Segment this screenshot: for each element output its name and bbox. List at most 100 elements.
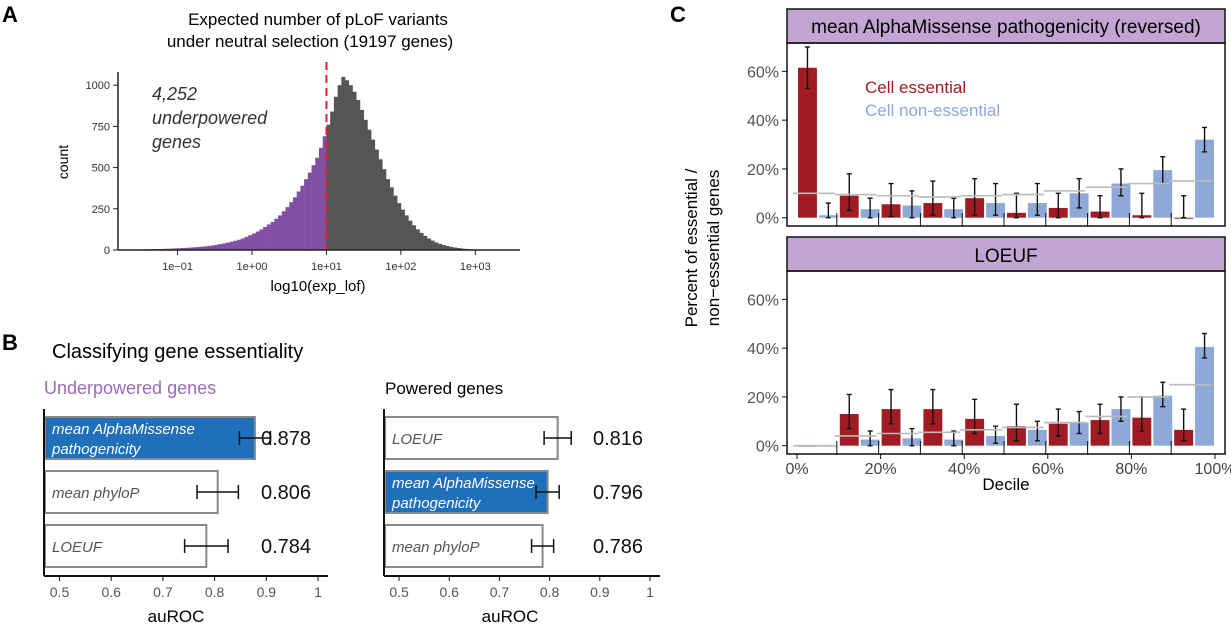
auroc-bar	[384, 524, 544, 568]
histogram-y-tick-label: 1000	[86, 80, 110, 92]
histogram-bar	[237, 239, 242, 250]
histogram-bar	[177, 248, 182, 250]
decile-y-tick-label: 40%	[747, 341, 779, 358]
facet-frame-loeuf	[786, 270, 1226, 455]
essential-bar	[881, 409, 901, 446]
histogram-y-tick-label: 750	[92, 121, 110, 133]
decile-y-tick-label: 60%	[747, 64, 779, 81]
histogram-bar	[430, 240, 435, 250]
underpowered-x-label: auROC	[148, 607, 205, 626]
histogram-bar	[404, 215, 409, 250]
histogram-bars	[118, 76, 491, 251]
histogram-bar	[207, 245, 212, 250]
auroc-x-tick-label: 0.6	[101, 584, 121, 600]
histogram-bar	[192, 247, 197, 250]
histogram-y-ticks: 0 250 500 750 1000	[86, 80, 118, 257]
decile-y-label-line2: non−essential genes	[704, 170, 723, 326]
histogram-x-tick-label: 1e+02	[385, 261, 416, 273]
non-essential-bar	[1153, 395, 1173, 446]
histogram-x-tick-label: 1e+03	[460, 261, 491, 273]
alphamissense-decile-chart: 0% 20% 40% 60%	[747, 46, 1214, 228]
histogram-bar	[315, 157, 320, 250]
histogram-bar	[330, 111, 335, 250]
panel-b-title: Classifying gene essentiality	[52, 341, 303, 363]
facet-label-alphamissense: mean AlphaMissense pathogenicity (revers…	[811, 17, 1201, 38]
histogram-bar	[337, 85, 342, 251]
histogram-bar	[173, 248, 178, 250]
annotation-genes: genes	[152, 132, 201, 152]
histogram-x-tick-label: 1e−01	[162, 261, 193, 273]
auroc-value-label: 0.878	[261, 428, 311, 450]
histogram-bar	[263, 226, 268, 250]
histogram-bar	[311, 165, 316, 250]
auroc-x-tick-label: 0.8	[205, 584, 225, 600]
auroc-bar-label: LOEUF	[392, 431, 443, 448]
histogram-x-label: log10(exp_lof)	[270, 278, 365, 295]
essential-bar	[923, 409, 943, 446]
non-essential-bar	[1153, 170, 1173, 218]
underpowered-auroc-chart: mean AlphaMissense pathogenicity 0.878 mean…	[43, 409, 328, 600]
decile-y-label-line1: Percent of essential /	[682, 168, 701, 327]
histogram-bar	[181, 248, 186, 250]
panel-c-letter: C	[670, 2, 686, 27]
legend-cell-non-essential: Cell non-essential	[865, 101, 1000, 120]
panel-b-letter: B	[2, 330, 18, 355]
histogram-bar	[426, 238, 431, 250]
auroc-x-tick-label: 1	[646, 584, 654, 600]
auroc-x-tick-label: 0.7	[490, 584, 510, 600]
histogram-bar	[345, 80, 350, 250]
auroc-value-label: 0.786	[593, 536, 643, 558]
non-essential-bar	[1195, 139, 1214, 218]
histogram-bar	[397, 203, 402, 250]
histogram-bar	[408, 220, 413, 250]
histogram-bar	[188, 247, 193, 250]
panel-a: A Expected number of pLoF variants under…	[2, 2, 520, 295]
histogram-x-tick-label: 1e+00	[237, 261, 268, 273]
histogram-bar	[199, 246, 204, 250]
histogram-bar	[389, 187, 394, 250]
histogram-bar	[434, 242, 439, 250]
histogram-y-tick-label: 250	[92, 204, 110, 216]
decile-x-tick-label: 20%	[865, 461, 897, 478]
histogram-bar	[348, 85, 353, 251]
auroc-value-label: 0.816	[593, 428, 643, 450]
decile-x-tick-label: 100%	[1195, 461, 1231, 478]
decile-y-tick-label: 60%	[747, 292, 779, 309]
decile-y-tick-label: 0%	[756, 439, 779, 456]
auroc-bar-label: LOEUF	[52, 539, 103, 556]
histogram-bar	[367, 129, 372, 250]
loeuf-decile-chart: 0% 20% 40% 60%	[747, 292, 1214, 456]
auroc-x-tick-label: 0.5	[50, 584, 70, 600]
histogram-bar	[304, 179, 309, 250]
decile-y-tick-label: 0%	[756, 211, 779, 228]
histogram-y-tick-label: 0	[104, 245, 110, 257]
histogram-bar	[456, 248, 461, 250]
auroc-value-label: 0.784	[261, 536, 311, 558]
histogram-bar	[211, 245, 216, 250]
histogram-bar	[229, 241, 234, 250]
histogram-bar	[240, 238, 245, 250]
decile-y-tick-label: 40%	[747, 113, 779, 130]
histogram-bar	[382, 169, 387, 250]
legend-cell-essential: Cell essential	[865, 78, 966, 97]
histogram-bar	[449, 246, 454, 250]
histogram-bar	[289, 202, 294, 250]
histogram-bar	[352, 91, 357, 251]
histogram-bar	[445, 246, 450, 250]
histogram-bar	[292, 197, 297, 250]
histogram-bar	[453, 247, 458, 250]
histogram-bar	[266, 224, 271, 250]
auroc-bar	[384, 470, 549, 514]
histogram-bar	[423, 235, 428, 250]
decile-x-label: Decile	[982, 475, 1029, 494]
histogram-title-line2: under neutral selection (19197 genes)	[167, 32, 453, 51]
auroc-x-tick-label: 0.7	[153, 584, 173, 600]
annotation-underpowered: underpowered	[152, 108, 268, 128]
histogram-bar	[270, 221, 275, 250]
histogram-x-ticks: 1e−01 1e+00 1e+01 1e+02 1e+03	[162, 250, 491, 273]
histogram-y-label: count	[55, 145, 71, 179]
auroc-bar	[384, 416, 559, 460]
auroc-bar-label: pathogenicity	[391, 495, 482, 512]
auroc-bar-label: mean AlphaMissense	[392, 475, 535, 492]
auroc-x-tick-label: 0.5	[389, 584, 409, 600]
